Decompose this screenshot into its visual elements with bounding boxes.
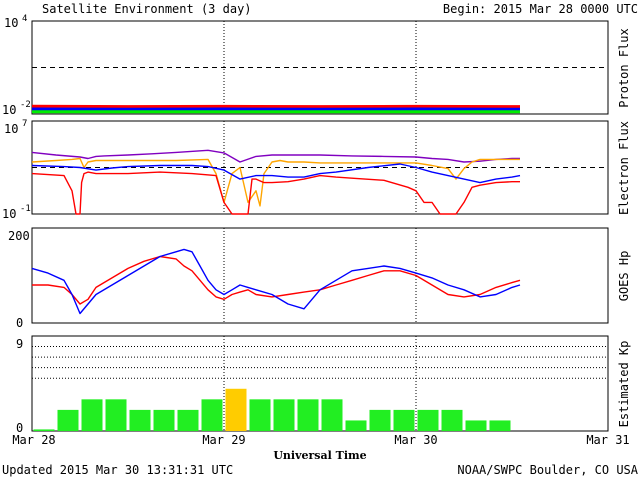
kp-ylabel: Estimated Kp — [617, 341, 631, 428]
svg-text:10: 10 — [2, 207, 16, 221]
kp-bar — [105, 399, 127, 431]
kp-bar — [345, 420, 367, 431]
kp-bar — [81, 399, 103, 431]
kp-bar — [297, 399, 319, 431]
kp-bar — [369, 409, 391, 431]
hp-ylabel: GOES Hp — [617, 251, 631, 302]
hp-ytick-bottom: 0 — [16, 316, 23, 330]
svg-text:10: 10 — [4, 16, 18, 30]
electron-ytick-bottom: 10 -1 — [2, 204, 31, 221]
updated-time: Updated 2015 Mar 30 13:31:31 UTC — [2, 463, 233, 477]
chart-title: Satellite Environment (3 day) — [42, 2, 252, 16]
panel1-series-1 — [31, 157, 520, 207]
svg-text:10: 10 — [2, 103, 16, 117]
electron-ytick-top: 10 7 — [4, 119, 27, 136]
kp-bar — [417, 409, 439, 431]
proton-ytick-bottom: 10 -2 — [2, 100, 31, 117]
panel1-series-3 — [31, 171, 520, 215]
proton-ytick-top: 10 4 — [4, 14, 27, 30]
svg-text:-1: -1 — [20, 204, 31, 214]
kp-bar — [273, 399, 295, 431]
hp-panel-frame — [31, 227, 609, 324]
kp-bar — [249, 399, 271, 431]
svg-text:4: 4 — [22, 14, 27, 24]
kp-bar — [489, 420, 511, 431]
panel2-series-1 — [31, 248, 521, 315]
svg-text:-2: -2 — [20, 100, 31, 110]
kp-bar — [393, 409, 415, 431]
kp-bar — [441, 409, 463, 431]
kp-bar — [57, 409, 79, 431]
credit-line: NOAA/SWPC Boulder, CO USA — [457, 463, 638, 477]
kp-bar — [33, 429, 55, 431]
kp-ytick-bottom: 0 — [16, 421, 23, 435]
panel2-series-0 — [32, 255, 521, 305]
xtick-mar29: Mar 29 — [202, 433, 245, 447]
kp-bar — [465, 420, 487, 431]
hp-ytick-top: 200 — [8, 229, 30, 243]
svg-text:10: 10 — [4, 122, 18, 136]
svg-text:7: 7 — [22, 119, 27, 129]
kp-bar — [153, 409, 175, 431]
xtick-mar31: Mar 31 — [586, 433, 629, 447]
proton-ylabel: Proton Flux — [617, 28, 631, 107]
xtick-mar30: Mar 30 — [394, 433, 437, 447]
kp-bar — [129, 409, 151, 431]
series-layer — [31, 104, 521, 431]
panel1-series-0 — [31, 149, 520, 163]
begin-time: Begin: 2015 Mar 28 0000 UTC — [443, 2, 638, 16]
x-axis-label: Universal Time — [273, 449, 366, 462]
xtick-mar28: Mar 28 — [12, 433, 55, 447]
kp-bar — [321, 399, 343, 431]
kp-ytick-top: 9 — [16, 337, 23, 351]
kp-bar — [177, 409, 199, 431]
grid-layer — [32, 21, 608, 431]
electron-ylabel: Electron Flux — [617, 121, 631, 215]
kp-bar — [225, 388, 247, 431]
panel1-series-2 — [31, 163, 521, 184]
kp-bar — [201, 399, 223, 431]
